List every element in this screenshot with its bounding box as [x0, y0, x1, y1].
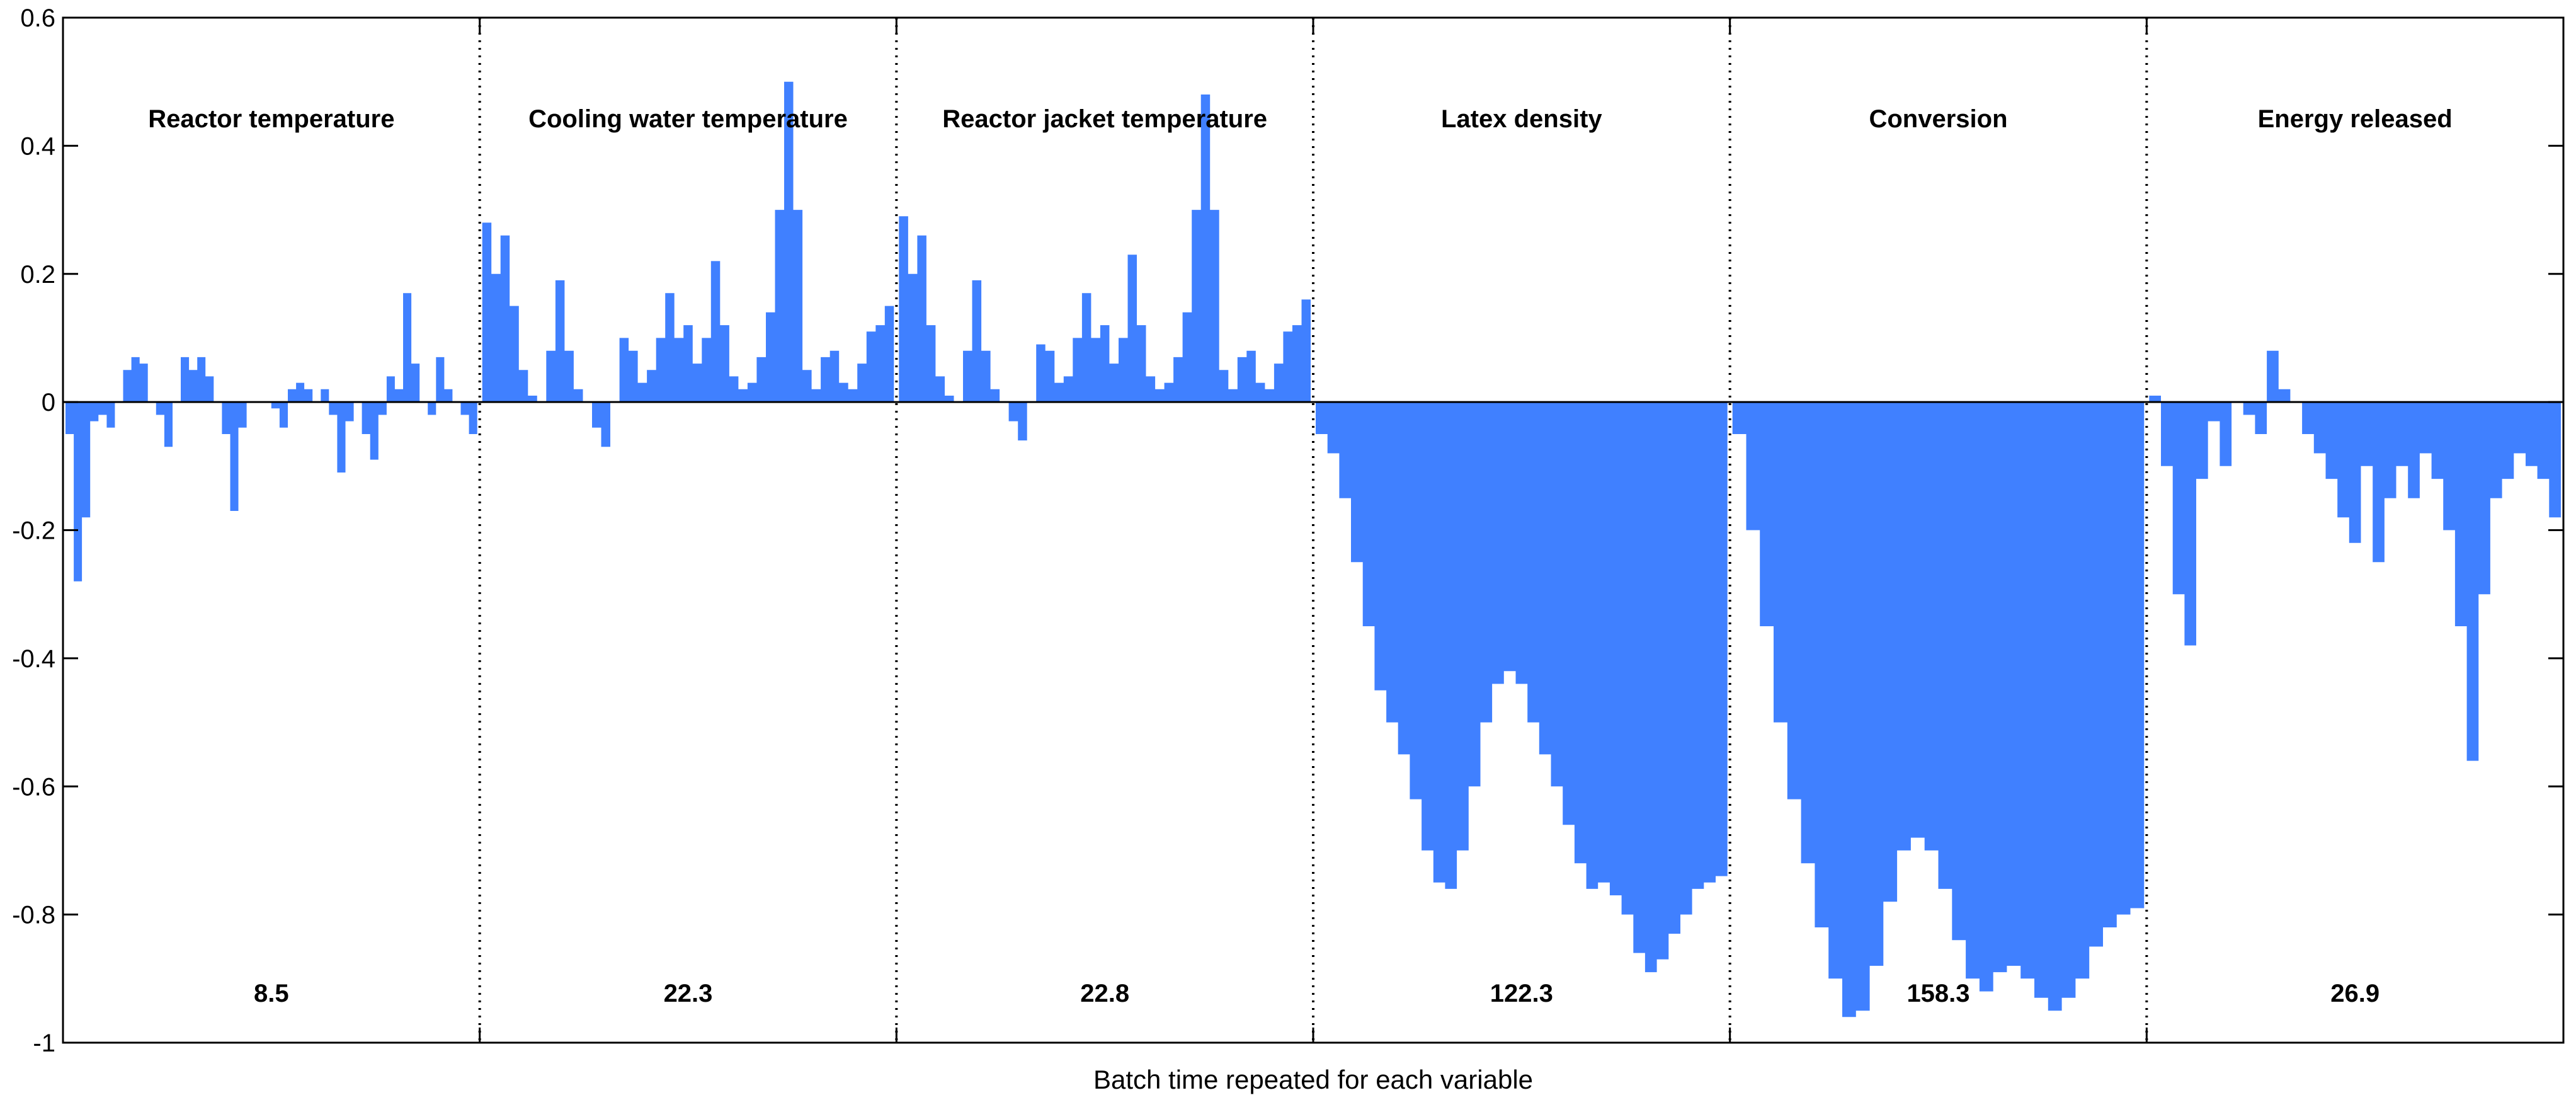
panel-title: Reactor jacket temperature: [942, 105, 1267, 133]
y-tick-label: -0.8: [12, 902, 55, 929]
x-axis-label: Batch time repeated for each variable: [1093, 1065, 1533, 1094]
series-areas: [66, 81, 2561, 1017]
y-tick-label: -0.6: [12, 773, 55, 801]
series-area-1: [66, 293, 477, 582]
y-tick-label: 0: [42, 389, 55, 416]
y-tick-label: -0.2: [12, 517, 55, 545]
panel-value-label: 26.9: [2330, 980, 2379, 1007]
panel-value-label: 8.5: [254, 980, 289, 1007]
panel-title: Latex density: [1441, 105, 1602, 133]
panel-title: Cooling water temperature: [528, 105, 848, 133]
panel-value-label: 22.3: [664, 980, 713, 1007]
panel-value-label: 22.8: [1080, 980, 1129, 1007]
panel-separators: [478, 18, 2148, 1043]
panel-labels: Reactor temperature 8.5 Cooling water temp…: [148, 105, 2452, 1007]
y-tick-label: 0.6: [20, 4, 55, 32]
y-tick-label: -0.4: [12, 645, 55, 673]
series-area-2: [482, 81, 894, 447]
y-tick-label: -1: [33, 1029, 55, 1057]
series-area-4: [1316, 402, 1728, 973]
panel-title: Reactor temperature: [148, 105, 394, 133]
panel-value-label: 158.3: [1906, 980, 1969, 1007]
series-area-5: [1732, 402, 2145, 1017]
panel-title: Energy released: [2258, 105, 2453, 133]
series-area-3: [899, 95, 1311, 441]
y-tick-label: 0.4: [20, 132, 55, 160]
panel-value-label: 122.3: [1490, 980, 1553, 1007]
y-tick-label: 0.2: [20, 261, 55, 289]
series-area-6: [2149, 350, 2561, 761]
y-axis-ticks: 0.6 0.4 0.2 0 -0.2 -0.4 -0.6 -0.8 -1: [12, 4, 2563, 1057]
panel-title: Conversion: [1869, 105, 2007, 133]
